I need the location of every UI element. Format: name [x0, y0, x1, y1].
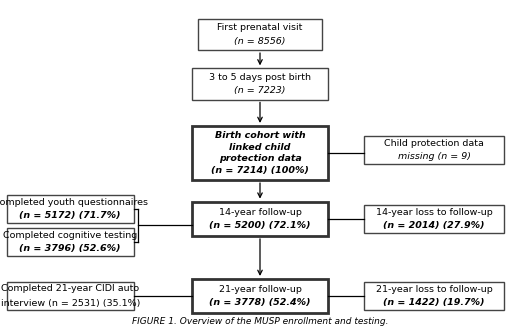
FancyBboxPatch shape [192, 201, 328, 236]
Text: (n = 5172) (71.7%): (n = 5172) (71.7%) [19, 211, 121, 220]
FancyBboxPatch shape [192, 68, 328, 99]
Text: Birth cohort with
linked child
protection data
(n = 7214) (100%): Birth cohort with linked child protectio… [211, 131, 309, 175]
Text: (n = 3778) (52.4%): (n = 3778) (52.4%) [209, 298, 311, 307]
FancyBboxPatch shape [7, 195, 134, 223]
Text: (n = 7223): (n = 7223) [234, 86, 286, 95]
Text: interview (n = 2531) (35.1%): interview (n = 2531) (35.1%) [1, 299, 140, 308]
Text: FIGURE 1. Overview of the MUSP enrollment and testing.: FIGURE 1. Overview of the MUSP enrollmen… [132, 317, 388, 326]
Text: (n = 8556): (n = 8556) [234, 37, 286, 46]
FancyBboxPatch shape [7, 282, 134, 310]
FancyBboxPatch shape [192, 126, 328, 180]
Text: 3 to 5 days post birth: 3 to 5 days post birth [209, 73, 311, 82]
Text: (n = 5200) (72.1%): (n = 5200) (72.1%) [209, 221, 311, 230]
Text: Completed cognitive testing: Completed cognitive testing [3, 231, 137, 240]
FancyBboxPatch shape [364, 282, 504, 310]
Text: 14-year loss to follow-up: 14-year loss to follow-up [376, 208, 492, 217]
FancyBboxPatch shape [7, 228, 134, 256]
Text: Child protection data: Child protection data [384, 139, 484, 148]
FancyBboxPatch shape [192, 279, 328, 313]
Text: Completed 21-year CIDI auto: Completed 21-year CIDI auto [1, 284, 139, 293]
Text: Completed youth questionnaires: Completed youth questionnaires [0, 198, 148, 207]
FancyBboxPatch shape [198, 19, 322, 50]
Text: First prenatal visit: First prenatal visit [217, 23, 303, 33]
Text: 14-year follow-up: 14-year follow-up [218, 208, 302, 217]
FancyBboxPatch shape [364, 136, 504, 164]
Text: 21-year follow-up: 21-year follow-up [218, 285, 302, 294]
Text: (n = 2014) (27.9%): (n = 2014) (27.9%) [383, 221, 485, 230]
Text: (n = 1422) (19.7%): (n = 1422) (19.7%) [383, 298, 485, 307]
Text: (n = 3796) (52.6%): (n = 3796) (52.6%) [19, 244, 121, 253]
FancyBboxPatch shape [364, 205, 504, 233]
Text: 21-year loss to follow-up: 21-year loss to follow-up [376, 285, 492, 294]
Text: missing (n = 9): missing (n = 9) [398, 152, 471, 161]
